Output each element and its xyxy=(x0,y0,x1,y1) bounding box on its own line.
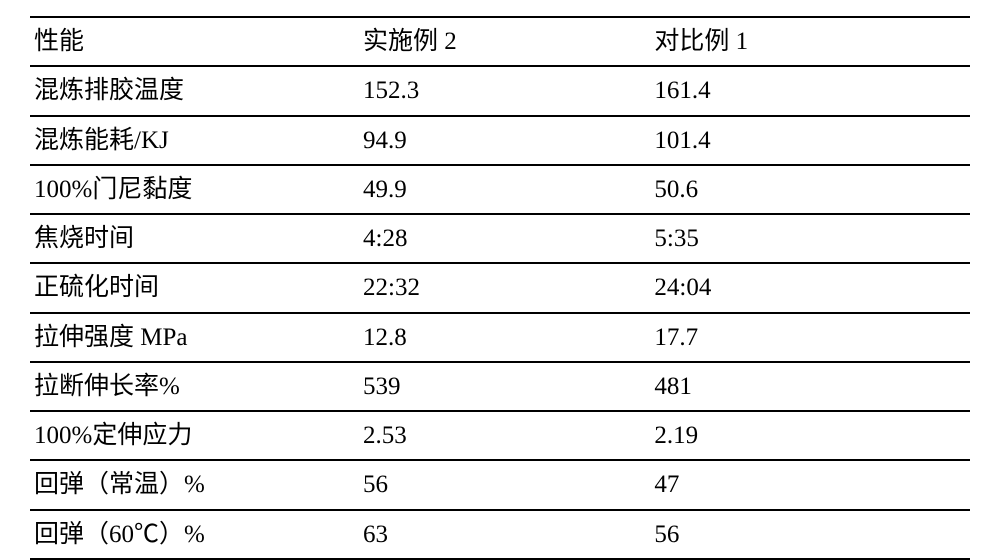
col-header-property: 性能 xyxy=(30,17,359,66)
cell-cmp1: 161.4 xyxy=(650,66,970,115)
cell-cmp1: 50.6 xyxy=(650,165,970,214)
cell-cmp1: 2.19 xyxy=(650,411,970,460)
cell-ex2: 152.3 xyxy=(359,66,650,115)
table-row: 拉断伸长率% 539 481 xyxy=(30,362,970,411)
cell-property: 100%门尼黏度 xyxy=(30,165,359,214)
cell-ex2: 63 xyxy=(359,510,650,559)
cell-ex2: 94.9 xyxy=(359,116,650,165)
cell-cmp1: 56 xyxy=(650,510,970,559)
cell-ex2: 2.53 xyxy=(359,411,650,460)
cell-property: 回弹（常温）% xyxy=(30,460,359,509)
cell-cmp1: 481 xyxy=(650,362,970,411)
table-row: 100%定伸应力 2.53 2.19 xyxy=(30,411,970,460)
cell-ex2: 539 xyxy=(359,362,650,411)
cell-cmp1: 5:35 xyxy=(650,214,970,263)
cell-property: 回弹（60℃）% xyxy=(30,510,359,559)
cell-property: 混炼排胶温度 xyxy=(30,66,359,115)
table-row: 100%门尼黏度 49.9 50.6 xyxy=(30,165,970,214)
cell-cmp1: 17.7 xyxy=(650,313,970,362)
table-row: 焦烧时间 4:28 5:35 xyxy=(30,214,970,263)
cell-property: 100%定伸应力 xyxy=(30,411,359,460)
table-row: 拉伸强度 MPa 12.8 17.7 xyxy=(30,313,970,362)
cell-ex2: 49.9 xyxy=(359,165,650,214)
data-table: 性能 实施例 2 对比例 1 混炼排胶温度 152.3 161.4 混炼能耗/K… xyxy=(30,16,970,560)
cell-ex2: 56 xyxy=(359,460,650,509)
table-row: 回弹（60℃）% 63 56 xyxy=(30,510,970,559)
col-header-example2: 实施例 2 xyxy=(359,17,650,66)
cell-property: 混炼能耗/KJ xyxy=(30,116,359,165)
cell-property: 正硫化时间 xyxy=(30,263,359,312)
table-row: 回弹（常温）% 56 47 xyxy=(30,460,970,509)
table-row: 混炼能耗/KJ 94.9 101.4 xyxy=(30,116,970,165)
cell-cmp1: 101.4 xyxy=(650,116,970,165)
cell-ex2: 12.8 xyxy=(359,313,650,362)
table-row: 混炼排胶温度 152.3 161.4 xyxy=(30,66,970,115)
cell-cmp1: 47 xyxy=(650,460,970,509)
cell-property: 拉伸强度 MPa xyxy=(30,313,359,362)
table-row: 正硫化时间 22:32 24:04 xyxy=(30,263,970,312)
table-body: 混炼排胶温度 152.3 161.4 混炼能耗/KJ 94.9 101.4 10… xyxy=(30,66,970,559)
page-wrap: 性能 实施例 2 对比例 1 混炼排胶温度 152.3 161.4 混炼能耗/K… xyxy=(0,0,1000,548)
col-header-compare1: 对比例 1 xyxy=(650,17,970,66)
cell-ex2: 22:32 xyxy=(359,263,650,312)
cell-property: 焦烧时间 xyxy=(30,214,359,263)
table-header-row: 性能 实施例 2 对比例 1 xyxy=(30,17,970,66)
cell-ex2: 4:28 xyxy=(359,214,650,263)
cell-property: 拉断伸长率% xyxy=(30,362,359,411)
cell-cmp1: 24:04 xyxy=(650,263,970,312)
